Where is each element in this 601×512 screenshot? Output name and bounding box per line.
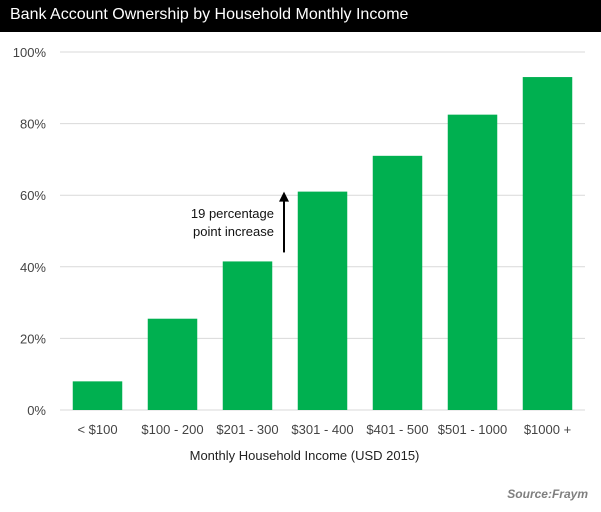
x-tick-label: $201 - 300: [216, 422, 278, 437]
y-tick-label: 0%: [27, 403, 46, 418]
bar: [222, 261, 273, 410]
annotation-line-2: point increase: [193, 224, 274, 239]
source-note: Source:Fraym: [507, 487, 588, 501]
annotation-line-1: 19 percentage: [191, 206, 274, 221]
bar: [72, 381, 123, 410]
y-tick-label: 20%: [20, 331, 46, 346]
x-tick-label: $301 - 400: [291, 422, 353, 437]
title-bar: Bank Account Ownership by Household Mont…: [0, 0, 601, 32]
y-tick-label: 100%: [13, 45, 47, 60]
y-tick-label: 40%: [20, 260, 46, 275]
bar: [147, 318, 198, 410]
x-axis-label: Monthly Household Income (USD 2015): [190, 448, 420, 463]
x-tick-label: < $100: [77, 422, 117, 437]
y-tick-label: 80%: [20, 117, 46, 132]
x-tick-label: $1000 +: [524, 422, 571, 437]
bar: [522, 77, 573, 410]
annotation-arrowhead: [279, 191, 289, 202]
bar: [372, 155, 423, 410]
x-tick-label: $100 - 200: [141, 422, 203, 437]
bar-chart: 0% 20% 40% 60% 80% 100% < $100 $100 - 200 $201 …: [13, 45, 589, 501]
x-tick-label: $401 - 500: [366, 422, 428, 437]
bar: [297, 191, 348, 410]
bars: [72, 77, 573, 411]
bar: [447, 114, 498, 411]
chart-title: Bank Account Ownership by Household Mont…: [10, 6, 409, 23]
y-tick-label: 60%: [20, 188, 46, 203]
annotation: 19 percentage point increase: [191, 191, 289, 253]
x-tick-label: $501 - 1000: [438, 422, 507, 437]
y-axis-ticks: 0% 20% 40% 60% 80% 100%: [13, 45, 47, 418]
x-axis-ticks: < $100 $100 - 200 $201 - 300 $301 - 400 $401…: [77, 422, 571, 437]
